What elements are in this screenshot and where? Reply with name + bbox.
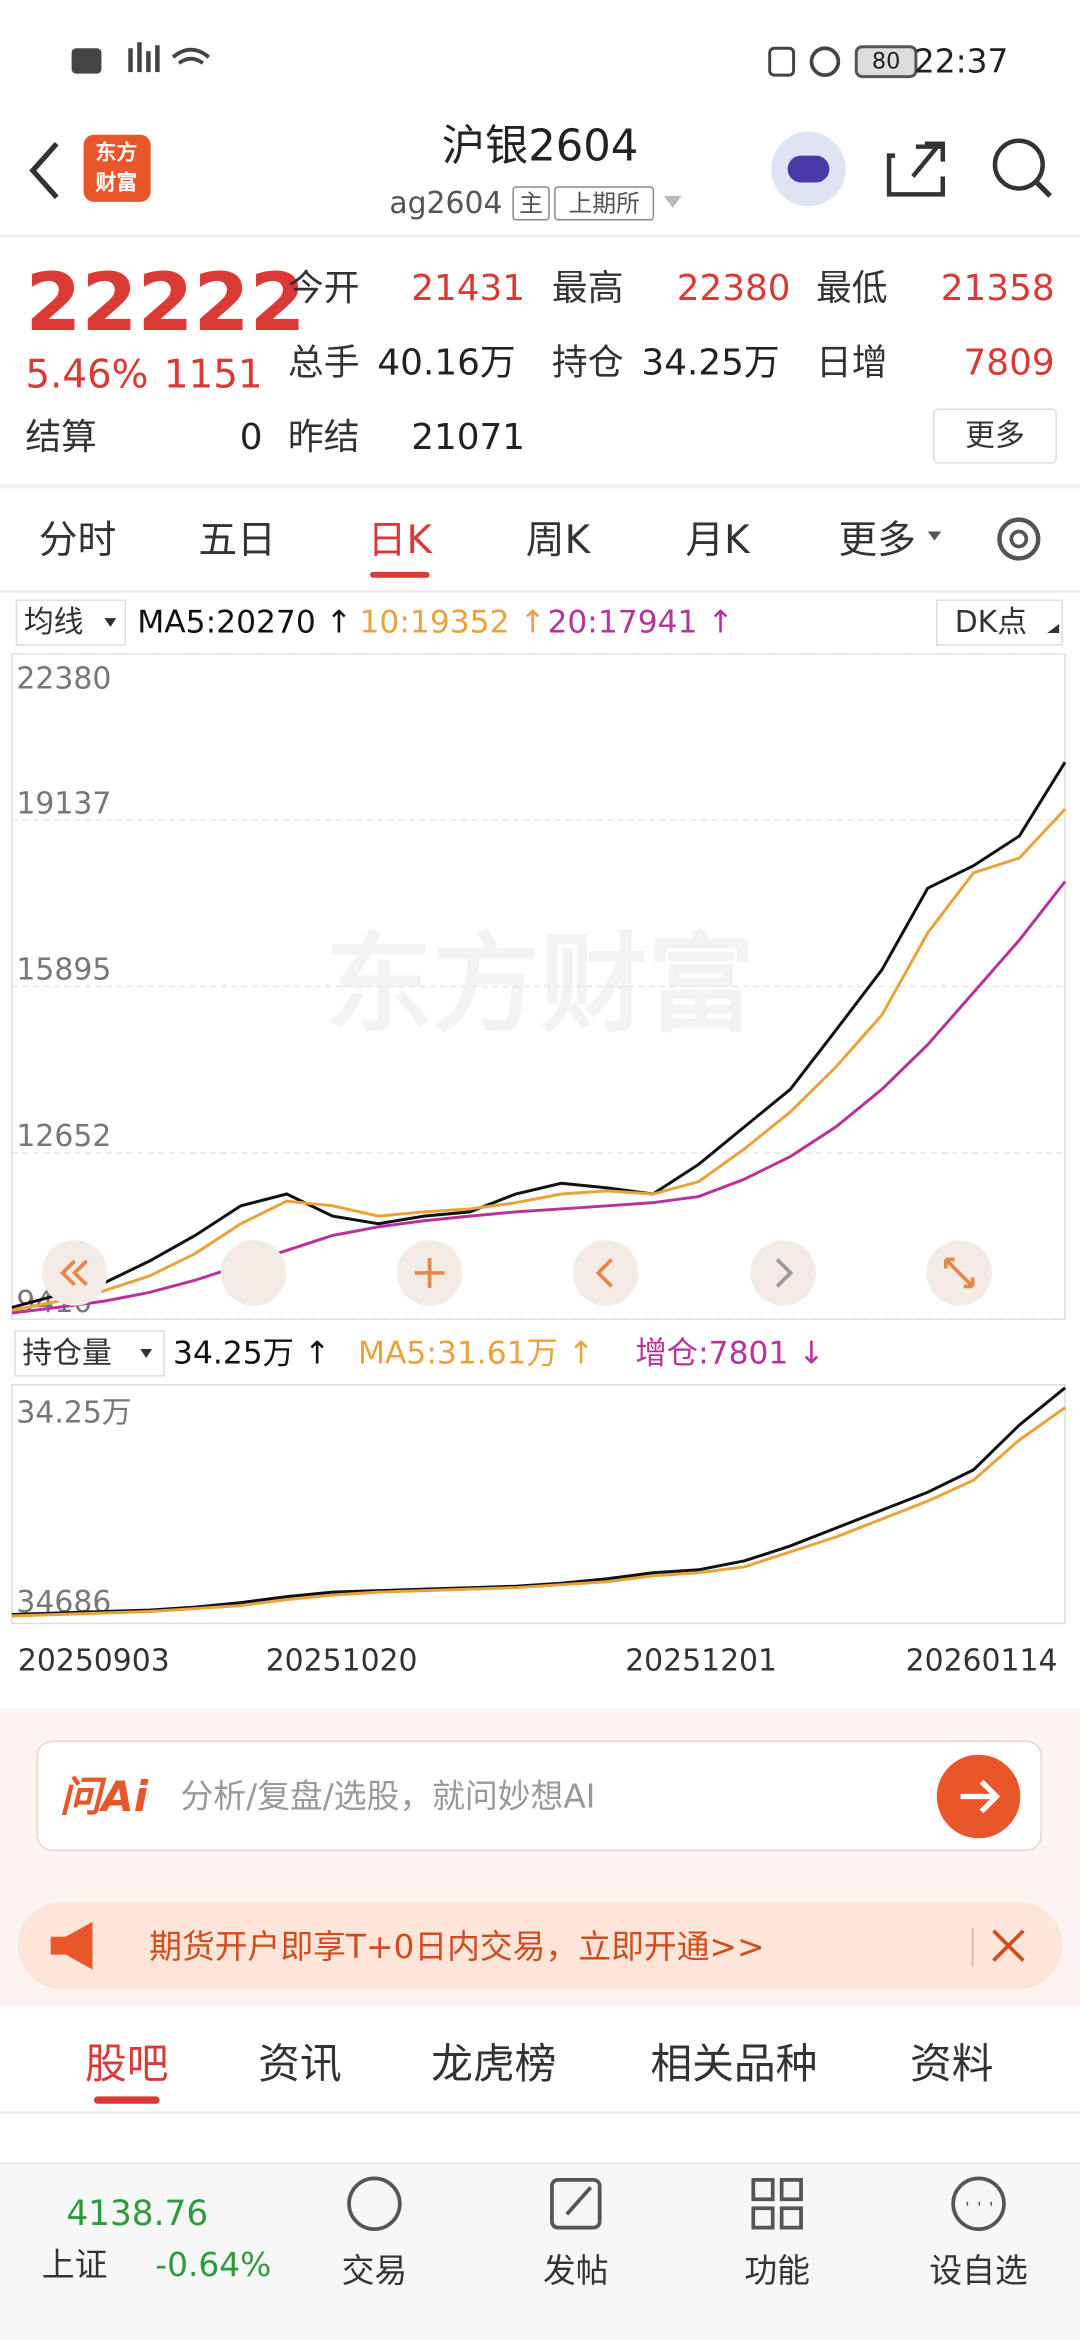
nav-item[interactable]: 设自选 bbox=[929, 2252, 1027, 2290]
logo-text: 东方 bbox=[95, 141, 137, 165]
y-tick-label: 19137 bbox=[16, 786, 111, 821]
more-label: 更多 bbox=[965, 419, 1025, 454]
ma10-label: 10:19352 ↑ bbox=[360, 605, 546, 641]
y-tick-label: 22380 bbox=[16, 662, 111, 697]
tab[interactable]: 周K bbox=[526, 518, 592, 563]
tab[interactable]: 日K bbox=[368, 518, 434, 563]
share-button[interactable] bbox=[886, 141, 945, 197]
x-tick-label: 20260114 bbox=[906, 1643, 1058, 1678]
ai-input[interactable] bbox=[36, 1740, 1042, 1851]
tag: 主 bbox=[519, 189, 543, 217]
content-tab[interactable]: 资料 bbox=[910, 2039, 994, 2088]
status-bar: 80 22:37 bbox=[71, 42, 1009, 81]
tab[interactable]: 分时 bbox=[39, 518, 117, 563]
content-tab[interactable]: 龙虎榜 bbox=[431, 2039, 556, 2088]
x-tick-label: 20250903 bbox=[18, 1643, 170, 1678]
logo-text: 财富 bbox=[95, 170, 137, 194]
change: 1151 bbox=[164, 352, 263, 397]
series-line bbox=[11, 808, 1067, 1312]
ma-button-label: 均线 bbox=[24, 605, 84, 640]
position-delta-label: 增仓:7801 ↓ bbox=[635, 1335, 824, 1371]
last-price: 22222 bbox=[25, 255, 305, 349]
field-value: 21071 bbox=[411, 417, 525, 458]
field-label: 持仓 bbox=[552, 342, 624, 383]
tab[interactable]: 更多 bbox=[838, 518, 916, 563]
nav-icons bbox=[347, 2176, 1006, 2231]
ma5-label: MA5:20270 ↑ bbox=[137, 605, 352, 641]
series-line bbox=[11, 761, 1067, 1309]
dropdown-caret bbox=[927, 531, 942, 541]
y-tick-label: 15895 bbox=[16, 953, 111, 988]
content-tab[interactable]: 股吧 bbox=[85, 2039, 169, 2088]
title: 沪银2604 bbox=[442, 122, 639, 172]
y-tick-label: 12652 bbox=[16, 1119, 111, 1154]
field-label: 昨结 bbox=[288, 417, 360, 458]
nav-item[interactable]: 功能 bbox=[744, 2252, 810, 2290]
tab[interactable]: 月K bbox=[685, 518, 751, 563]
volume-chart-frame bbox=[11, 1384, 1066, 1625]
field-value: 21358 bbox=[941, 268, 1055, 309]
more-button[interactable] bbox=[933, 408, 1057, 464]
field-value: 7809 bbox=[964, 342, 1055, 383]
watermark: 东方财富 bbox=[325, 923, 755, 1048]
index-change: -0.64% bbox=[155, 2246, 271, 2284]
chart-nav bbox=[41, 1240, 992, 1306]
ma20-label: 20:17941 ↑ bbox=[547, 605, 733, 641]
tab-indicator bbox=[93, 2096, 160, 2104]
field-label: 最高 bbox=[552, 268, 624, 309]
position-ma5-label: MA5:31.61万 ↑ bbox=[358, 1335, 594, 1371]
x-tick-label: 20251201 bbox=[625, 1643, 777, 1678]
field-value: 0 bbox=[240, 417, 263, 458]
dk-label: DK点 bbox=[955, 605, 1027, 640]
search-button[interactable] bbox=[992, 138, 1045, 191]
series-line bbox=[11, 880, 1067, 1315]
change-pct: 5.46% bbox=[25, 352, 148, 397]
field-label: 日增 bbox=[816, 342, 888, 383]
field-label: 最低 bbox=[816, 268, 888, 309]
field-value: 40.16万 bbox=[377, 342, 515, 383]
series-line bbox=[11, 1406, 1066, 1618]
field-value: 34.25万 bbox=[641, 342, 779, 383]
content-tab[interactable]: 相关品种 bbox=[650, 2039, 817, 2088]
contract-code: ag2604 bbox=[389, 186, 502, 221]
y-tick-label: 34.25万 bbox=[16, 1396, 131, 1431]
ai-logo: 问Ai bbox=[60, 1772, 149, 1821]
volume-button-label: 持仓量 bbox=[22, 1336, 111, 1371]
banner[interactable] bbox=[17, 1902, 1063, 1989]
battery: 80 bbox=[872, 49, 900, 75]
field-value: 21431 bbox=[411, 268, 525, 309]
ma-button[interactable] bbox=[15, 599, 127, 646]
field-label: 今开 bbox=[288, 268, 360, 309]
tab[interactable]: 五日 bbox=[198, 518, 276, 563]
dk-button[interactable] bbox=[936, 599, 1063, 646]
tab-indicator bbox=[369, 571, 430, 578]
banner-text: 期货开户即享T+0日内交易，立即开通>> bbox=[149, 1928, 764, 1966]
index-name: 上证 bbox=[42, 2246, 108, 2284]
app-logo bbox=[83, 134, 151, 202]
ai-placeholder: 分析/复盘/选股，就问妙想AI bbox=[180, 1778, 595, 1816]
content-tab[interactable]: 资讯 bbox=[258, 2039, 341, 2088]
index-value: 4138.76 bbox=[66, 2194, 208, 2234]
tag: 上期所 bbox=[568, 189, 640, 217]
clock: 22:37 bbox=[914, 43, 1009, 81]
bottom-nav bbox=[0, 2163, 1080, 2340]
back-button[interactable] bbox=[29, 141, 59, 200]
field-label: 结算 bbox=[25, 417, 97, 458]
field-label: 总手 bbox=[288, 342, 360, 383]
field-value: 22380 bbox=[677, 268, 791, 309]
settings-button[interactable] bbox=[997, 517, 1041, 561]
x-tick-label: 20251020 bbox=[266, 1643, 418, 1678]
position-label: 34.25万 ↑ bbox=[173, 1335, 330, 1371]
volume-button[interactable] bbox=[14, 1330, 165, 1377]
nav-item[interactable]: 发帖 bbox=[543, 2252, 609, 2290]
nav-item[interactable]: 交易 bbox=[342, 2252, 408, 2290]
